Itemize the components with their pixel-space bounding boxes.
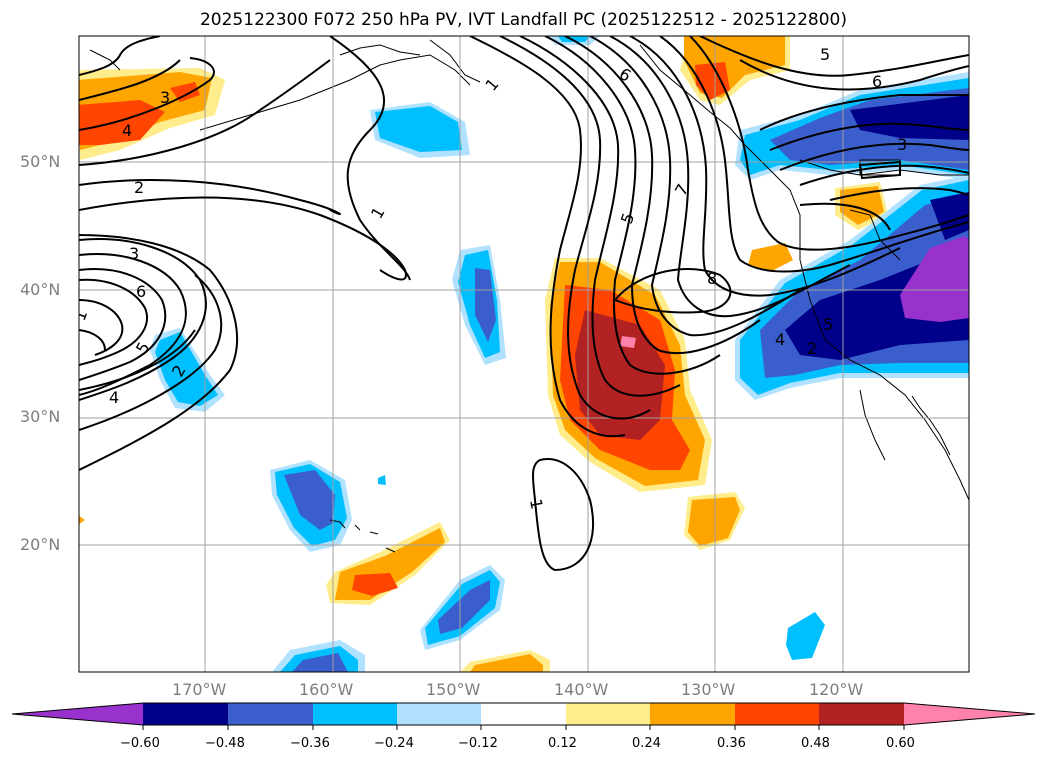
lon-label-160w: 160°W	[299, 680, 354, 699]
lat-label-30n: 30°N	[20, 407, 61, 426]
map-frame	[78, 35, 970, 673]
colorbar-segment	[650, 703, 735, 725]
lat-label-20n: 20°N	[20, 535, 61, 554]
ivt-negative-shading	[150, 36, 969, 672]
colorbar-segment	[819, 703, 904, 725]
lat-label-50n: 50°N	[20, 152, 61, 171]
contour-label: 5	[823, 315, 833, 334]
colorbar-segment	[397, 703, 481, 725]
lon-label-150w: 150°W	[426, 680, 481, 699]
colorbar-tick-label: −0.48	[205, 736, 245, 751]
colorbar-extend-max	[904, 703, 1035, 725]
colorbar-segment	[566, 703, 650, 725]
pv-contours	[79, 36, 969, 572]
colorbar-segment	[143, 703, 228, 725]
contour-label: 3	[897, 135, 907, 154]
colorbar-segment	[735, 703, 819, 725]
colorbar-tick-label: −0.12	[458, 736, 498, 751]
lon-label-140w: 140°W	[554, 680, 609, 699]
contour-label: 3	[160, 88, 170, 107]
colorbar-segment	[481, 703, 566, 725]
lat-label-40n: 40°N	[20, 280, 61, 299]
contour-label: 2	[807, 339, 817, 358]
colorbar-tick-label: 0.48	[801, 736, 830, 751]
contour-label: 4	[122, 121, 132, 140]
colorbar-extend-min	[12, 703, 143, 725]
colorbar-tick-label: −0.36	[290, 736, 330, 751]
colorbar-tick-label: 0.60	[886, 736, 915, 751]
colorbar-tick-label: 0.24	[632, 736, 661, 751]
contour-label: 4	[109, 388, 119, 407]
contour-label: 1	[526, 497, 546, 510]
colorbar-tick-label: −0.24	[374, 736, 414, 751]
contour-label: 5	[820, 45, 830, 64]
contour-label: 3	[129, 244, 139, 263]
lon-label-120w: 120°W	[809, 680, 864, 699]
coastlines	[89, 39, 969, 553]
lon-label-170w: 170°W	[172, 680, 227, 699]
graticule	[79, 36, 969, 672]
contour-label: 6	[136, 282, 146, 301]
contour-label: 8	[707, 269, 717, 288]
colorbar-tick-label: −0.60	[120, 736, 160, 751]
contour-label: 2	[134, 178, 144, 197]
plot-area: 1 1 1 1 2 2 2 3 3 3 4 4 4 5 5 5 5 6 6 6 …	[79, 36, 969, 672]
colorbar-segment	[313, 703, 397, 725]
colorbar	[11, 702, 1036, 730]
map-title: 2025122300 F072 250 hPa PV, IVT Landfall…	[199, 10, 847, 30]
colorbar-tick-label: 0.12	[548, 736, 577, 751]
colorbar-segment	[228, 703, 313, 725]
colorbar-tick-label: 0.36	[717, 736, 746, 751]
lon-label-130w: 130°W	[681, 680, 736, 699]
contour-label: 6	[872, 72, 882, 91]
contour-label: 4	[775, 330, 785, 349]
